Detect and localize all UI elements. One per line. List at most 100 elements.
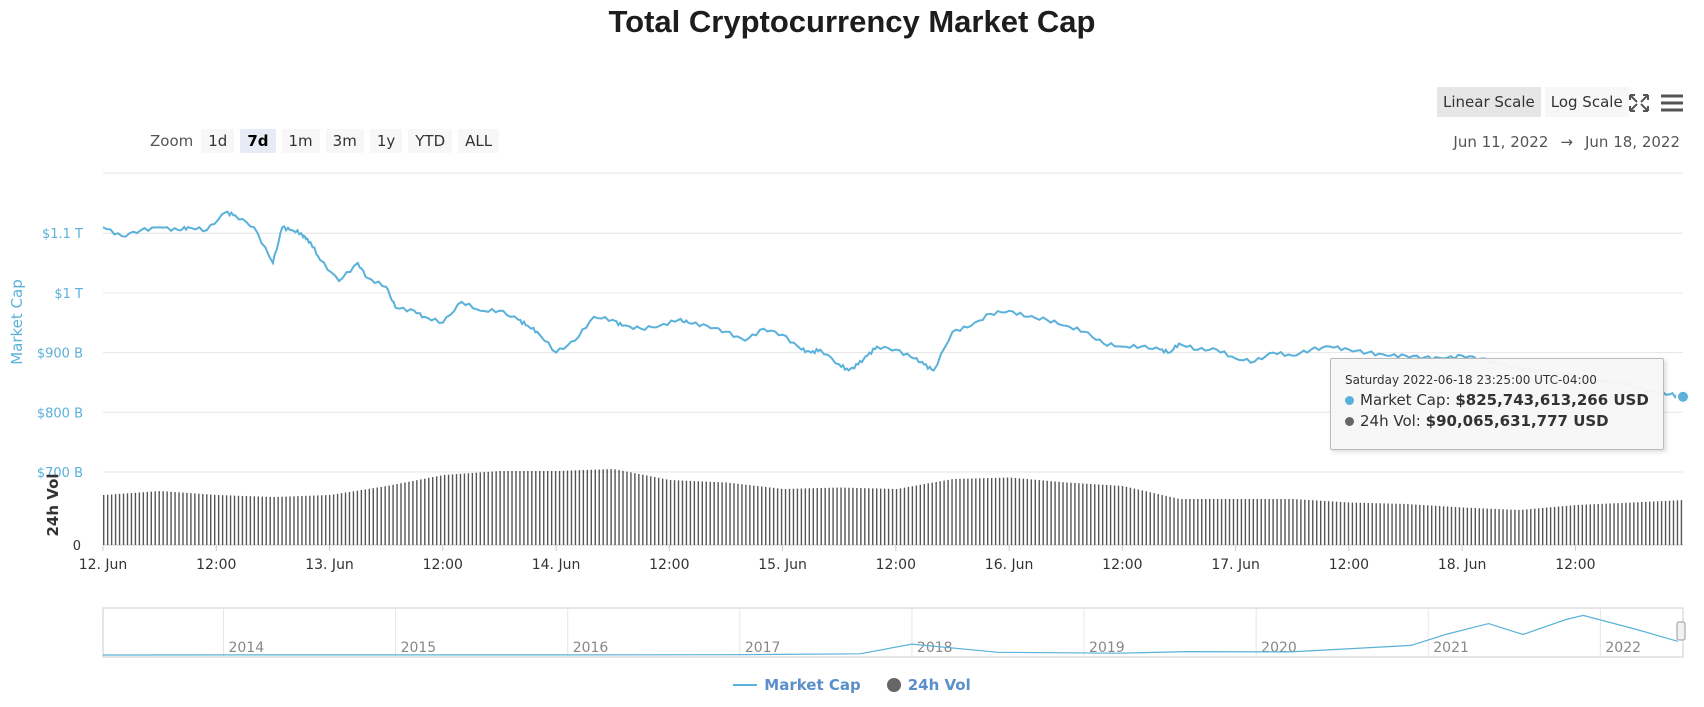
- volume-bar: [1581, 504, 1584, 545]
- volume-bar: [479, 472, 481, 545]
- volume-bar: [372, 488, 374, 545]
- volume-bar: [1375, 503, 1377, 545]
- volume-bar: [1157, 494, 1159, 545]
- volume-bar: [903, 487, 906, 545]
- x-tick-label: 14. Jun: [532, 557, 581, 573]
- volume-bar: [713, 481, 715, 545]
- volume-bar: [1228, 499, 1231, 545]
- volume-bar: [467, 473, 470, 545]
- volume-bar: [182, 492, 184, 545]
- navigator-handle[interactable]: [1676, 621, 1686, 641]
- volume-bar: [1038, 480, 1040, 545]
- zoom-7d-button[interactable]: 7d: [240, 129, 276, 153]
- volume-bar: [126, 493, 129, 545]
- volume-bar: [883, 488, 886, 545]
- volume-bar: [646, 475, 648, 545]
- navigator-year-label: 2022: [1605, 640, 1641, 656]
- navigator-year-label: 2018: [917, 640, 953, 656]
- y-tick-label: $900 B: [37, 347, 83, 362]
- volume-bar: [1549, 507, 1552, 545]
- range-from[interactable]: Jun 11, 2022: [1453, 133, 1549, 151]
- volume-bar: [1066, 482, 1068, 545]
- volume-bar: [1082, 483, 1084, 545]
- volume-bar: [463, 473, 466, 545]
- volume-bar: [753, 485, 755, 545]
- navigator: 2014 2015 2016 2017 2018 2019 2020 2021 2022: [102, 607, 1686, 658]
- volume-bar: [1434, 505, 1437, 545]
- volume-bar: [1399, 503, 1401, 545]
- volume-bar: [705, 481, 707, 545]
- volume-bar: [947, 479, 949, 545]
- fullscreen-icon[interactable]: [1625, 90, 1653, 116]
- volume-bar: [1014, 478, 1017, 545]
- volume-bar: [1494, 508, 1496, 545]
- volume-bar: [1514, 509, 1516, 545]
- volume-bar: [836, 487, 838, 545]
- zoom-all-button[interactable]: ALL: [458, 129, 500, 153]
- volume-bar: [1613, 503, 1615, 545]
- volume-bar: [594, 469, 596, 545]
- zoom-1d-button[interactable]: 1d: [201, 129, 235, 153]
- volume-bar: [681, 480, 684, 545]
- volume-bar: [309, 495, 311, 545]
- volume-bar: [1486, 508, 1488, 545]
- volume-bar: [443, 474, 446, 545]
- log-scale-button[interactable]: Log Scale: [1544, 87, 1629, 117]
- volume-bar: [1621, 502, 1623, 545]
- volume-bar: [1545, 507, 1548, 545]
- volume-bar: [820, 487, 822, 545]
- volume-bar: [1173, 497, 1175, 545]
- volume-bar: [1415, 504, 1417, 545]
- volume-bar: [122, 493, 125, 545]
- zoom-ytd-button[interactable]: YTD: [408, 129, 453, 153]
- zoom-1m-button[interactable]: 1m: [281, 129, 320, 153]
- volume-bar: [1224, 499, 1227, 545]
- x-tick-label: 12:00: [1329, 557, 1369, 573]
- legend-vol-label: 24h Vol: [907, 676, 971, 694]
- volume-bar: [1002, 477, 1005, 545]
- volume-bar: [324, 495, 327, 545]
- volume-bar: [1518, 509, 1520, 545]
- volume-bar: [1633, 502, 1635, 545]
- volume-bar: [475, 472, 478, 545]
- volume-bar: [1490, 508, 1492, 545]
- volume-bar: [1094, 484, 1096, 545]
- volume-bar: [979, 478, 981, 545]
- volume-bar: [404, 482, 406, 545]
- volume-bar: [217, 495, 220, 545]
- volume-bar: [392, 484, 394, 545]
- range-to[interactable]: Jun 18, 2022: [1584, 133, 1680, 151]
- volume-bar: [1308, 499, 1310, 545]
- zoom-3m-button[interactable]: 3m: [325, 129, 364, 153]
- linear-scale-button[interactable]: Linear Scale: [1437, 87, 1541, 117]
- volume-bar: [1260, 499, 1262, 545]
- y-tick-label: $1.1 T: [42, 227, 83, 242]
- volume-bar: [206, 494, 208, 545]
- volume-bar: [1042, 480, 1044, 545]
- navigator-line: [102, 614, 1678, 656]
- volume-bar: [784, 488, 787, 545]
- menu-icon[interactable]: [1658, 90, 1686, 116]
- volume-bar: [1240, 499, 1243, 545]
- volume-bar: [1343, 502, 1346, 545]
- navigator-year-label: 2019: [1089, 640, 1125, 656]
- legend-market-cap[interactable]: Market Cap: [733, 676, 861, 694]
- volume-bar: [1538, 508, 1540, 545]
- volume-bar: [768, 487, 771, 545]
- volume-bar: [1050, 481, 1052, 545]
- volume-bar: [412, 480, 414, 545]
- legend-vol[interactable]: 24h Vol: [886, 676, 971, 694]
- volume-bar: [598, 469, 600, 545]
- scale-toggle: Linear Scale Log Scale: [1437, 87, 1629, 117]
- volume-bar: [1680, 500, 1683, 545]
- volume-bar: [1478, 508, 1480, 545]
- volume-bar: [1312, 500, 1314, 545]
- volume-bar: [110, 494, 113, 545]
- volume-bar: [1553, 506, 1556, 545]
- volume-bar: [1181, 499, 1183, 545]
- zoom-1y-button[interactable]: 1y: [369, 129, 403, 153]
- volume-bar: [1530, 509, 1532, 545]
- tooltip-vol-label: 24h Vol:: [1360, 412, 1421, 430]
- volume-bar: [146, 491, 149, 545]
